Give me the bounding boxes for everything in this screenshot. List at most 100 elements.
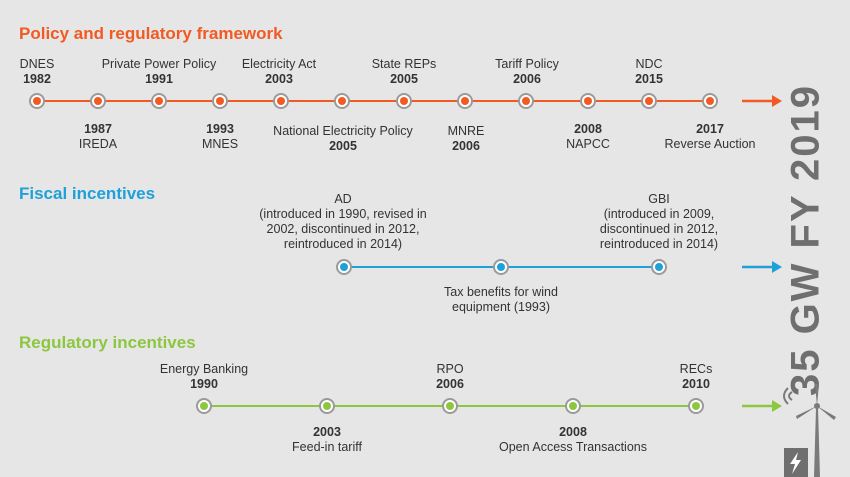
- event-label: GBI (introduced in 2009, discontinued in…: [584, 192, 734, 252]
- event-year: 2003: [313, 425, 341, 439]
- timeline-node: [641, 93, 657, 109]
- node-dot: [338, 97, 346, 105]
- event-name: NAPCC: [566, 137, 610, 151]
- event-name: State REPs: [371, 57, 437, 71]
- event-name: Open Access Transactions: [499, 440, 647, 454]
- timeline-node: [457, 93, 473, 109]
- node-dot: [277, 97, 285, 105]
- event-year: 2006: [452, 139, 480, 153]
- event-label: 1993 MNES: [202, 122, 238, 152]
- arrow-right-icon: [742, 400, 782, 412]
- event-year: 1982: [23, 72, 51, 86]
- event-detail: (introduced in 2009, discontinued in 201…: [599, 207, 719, 251]
- node-dot: [200, 402, 208, 410]
- timeline-node: [493, 259, 509, 275]
- event-label: Energy Banking 1990: [160, 362, 248, 392]
- event-label: Electricity Act 2003: [242, 57, 316, 87]
- event-label: Tariff Policy 2006: [495, 57, 559, 87]
- outcome-label: 35 GW FY 2019: [783, 83, 828, 397]
- section-title-fiscal: Fiscal incentives: [19, 184, 156, 203]
- event-name: Tax benefits for wind equipment (1993): [444, 285, 558, 314]
- event-year: 2008: [559, 425, 587, 439]
- node-dot: [584, 97, 592, 105]
- node-dot: [645, 97, 653, 105]
- event-name: NDC: [635, 57, 663, 71]
- event-name: Private Power Policy: [101, 57, 217, 71]
- event-year: 1987: [84, 122, 112, 136]
- event-year: 2003: [265, 72, 293, 86]
- node-dot: [706, 97, 714, 105]
- event-name: National Electricity Policy: [273, 124, 413, 138]
- node-dot: [33, 97, 41, 105]
- timeline-node: [336, 259, 352, 275]
- node-dot: [569, 402, 577, 410]
- event-name: DNES: [19, 57, 55, 71]
- timeline-node: [90, 93, 106, 109]
- event-label: AD (introduced in 1990, revised in 2002,…: [248, 192, 438, 252]
- event-detail: (introduced in 1990, revised in 2002, di…: [259, 207, 427, 251]
- event-label: RECs 2010: [680, 362, 713, 392]
- node-dot: [692, 402, 700, 410]
- event-name: RECs: [679, 362, 713, 376]
- event-year: 2005: [329, 139, 357, 153]
- timeline-node: [396, 93, 412, 109]
- event-label: National Electricity Policy 2005: [273, 124, 413, 154]
- event-label: 2017 Reverse Auction: [664, 122, 755, 152]
- node-dot: [94, 97, 102, 105]
- event-label: Tax benefits for wind equipment (1993): [426, 285, 576, 315]
- event-name: IREDA: [78, 137, 118, 151]
- event-year: 2008: [574, 122, 602, 136]
- section-title-policy: Policy and regulatory framework: [19, 24, 283, 43]
- timeline-node: [319, 398, 335, 414]
- lightning-bolt-icon: [784, 448, 808, 477]
- event-label: RPO 2006: [436, 362, 464, 392]
- event-name: MNES: [201, 137, 239, 151]
- event-label: MNRE 2006: [448, 124, 485, 154]
- timeline-node: [334, 93, 350, 109]
- timeline-node: [196, 398, 212, 414]
- event-year: 2006: [436, 377, 464, 391]
- event-label: Private Power Policy 1991: [102, 57, 217, 87]
- timeline-node: [651, 259, 667, 275]
- timeline-node: [442, 398, 458, 414]
- node-dot: [400, 97, 408, 105]
- arrow-right-icon: [742, 95, 782, 107]
- node-dot: [522, 97, 530, 105]
- timeline-node: [565, 398, 581, 414]
- section-title-regulatory: Regulatory incentives: [19, 333, 196, 352]
- event-name: Reverse Auction: [664, 137, 756, 151]
- timeline-node: [151, 93, 167, 109]
- event-year: 2015: [635, 72, 663, 86]
- node-dot: [340, 263, 348, 271]
- event-label: DNES 1982: [20, 57, 55, 87]
- node-dot: [461, 97, 469, 105]
- node-dot: [323, 402, 331, 410]
- event-year: 2005: [390, 72, 418, 86]
- node-dot: [216, 97, 224, 105]
- event-year: 1990: [190, 377, 218, 391]
- event-name: MNRE: [447, 124, 485, 138]
- event-year: 1991: [145, 72, 173, 86]
- event-name: GBI: [648, 192, 670, 206]
- event-name: Electricity Act: [241, 57, 317, 71]
- wind-turbine-icon: [783, 384, 836, 477]
- event-year: 2006: [513, 72, 541, 86]
- event-label: 1987 IREDA: [79, 122, 117, 152]
- event-name: AD: [334, 192, 352, 206]
- timeline-node: [212, 93, 228, 109]
- event-year: 1993: [206, 122, 234, 136]
- event-name: Feed-in tariff: [292, 440, 362, 454]
- node-dot: [497, 263, 505, 271]
- timeline-node: [580, 93, 596, 109]
- arrow-right-icon: [742, 261, 782, 273]
- event-name: Tariff Policy: [495, 57, 559, 71]
- event-label: 2008 NAPCC: [566, 122, 610, 152]
- timeline-node: [273, 93, 289, 109]
- event-label: State REPs 2005: [372, 57, 437, 87]
- timeline-node: [518, 93, 534, 109]
- node-dot: [155, 97, 163, 105]
- timeline-node: [702, 93, 718, 109]
- timeline-node: [688, 398, 704, 414]
- event-label: NDC 2015: [635, 57, 663, 87]
- node-dot: [655, 263, 663, 271]
